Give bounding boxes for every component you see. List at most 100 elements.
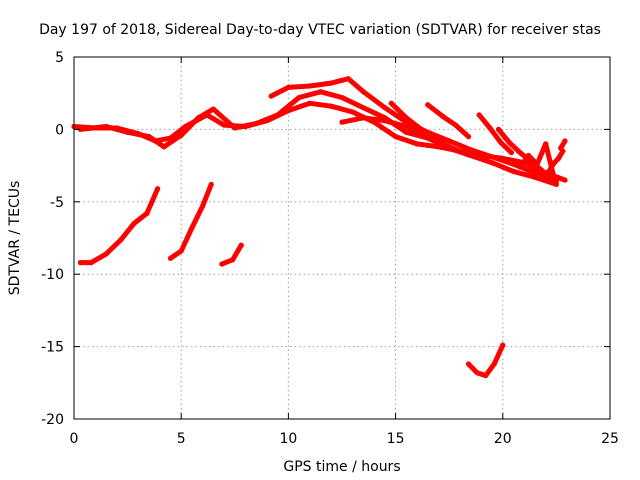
y-tick-label: 5 (55, 50, 64, 66)
data-point (382, 118, 388, 124)
data-point (534, 161, 540, 167)
data-point (388, 100, 394, 106)
data-point (339, 94, 345, 101)
data-point (285, 84, 291, 91)
data-point (498, 139, 504, 146)
data-point (219, 261, 225, 267)
data-point (545, 170, 551, 176)
data-point (506, 139, 512, 146)
data-point (195, 115, 201, 121)
data-point (491, 361, 497, 367)
plot-frame (73, 56, 611, 420)
data-point (103, 123, 109, 130)
data-point (446, 145, 452, 151)
x-tick-label: 15 (387, 431, 405, 447)
x-tick-label: 5 (177, 431, 186, 447)
data-point (230, 257, 236, 263)
data-point (553, 181, 560, 188)
data-point (167, 255, 174, 261)
plot-series (71, 76, 568, 379)
x-axis-label: GPS time / hours (283, 459, 400, 475)
data-point (360, 89, 367, 95)
data-point (238, 242, 244, 248)
data-point (465, 134, 472, 140)
data-point (532, 170, 538, 176)
data-point (208, 181, 214, 188)
series-line-9 (545, 148, 566, 176)
data-point (517, 149, 523, 156)
data-point (232, 125, 238, 131)
data-point (517, 164, 523, 170)
data-point (440, 113, 446, 119)
y-tick-label: -20 (41, 412, 64, 428)
series-line-12 (168, 181, 214, 261)
data-point (210, 106, 216, 112)
data-point (155, 186, 161, 192)
y-tick-label: 0 (55, 122, 64, 138)
data-point (178, 132, 184, 138)
data-point (253, 121, 259, 127)
data-point (525, 152, 532, 159)
data-point (446, 138, 452, 144)
data-point (551, 176, 557, 182)
data-point (495, 126, 502, 132)
data-point (418, 126, 424, 132)
data-point (425, 102, 431, 108)
data-point (510, 161, 517, 167)
y-tick-label: -10 (41, 267, 64, 283)
data-point (131, 220, 137, 227)
data-point (88, 260, 94, 266)
x-tick-label: 25 (601, 431, 619, 447)
x-tick-label: 0 (70, 431, 79, 447)
data-point (532, 174, 538, 180)
series-line-1 (77, 89, 474, 158)
data-point (296, 94, 302, 101)
data-point (393, 134, 399, 140)
x-tick-label: 10 (279, 431, 297, 447)
data-point (328, 80, 334, 86)
data-point (200, 203, 206, 209)
data-point (345, 76, 352, 82)
chart-title: Day 197 of 2018, Sidereal Day-to-day VTE… (39, 22, 601, 38)
y-axis-label: SDTVAR / TECUs (7, 181, 23, 296)
data-point (403, 123, 409, 130)
data-point (562, 177, 568, 183)
data-point (339, 119, 345, 125)
data-point (403, 115, 409, 121)
y-tick-label: -15 (41, 340, 64, 356)
data-point (125, 129, 131, 135)
data-point (328, 103, 334, 109)
data-point (307, 100, 313, 106)
grid (74, 57, 610, 419)
data-point (161, 144, 167, 150)
data-point (474, 370, 480, 376)
data-point (558, 145, 564, 151)
data-point (144, 210, 150, 216)
data-point (468, 152, 474, 159)
data-point (555, 155, 562, 161)
data-point (510, 168, 517, 174)
series-line-0 (71, 100, 568, 183)
data-point (414, 141, 420, 147)
data-point (350, 109, 356, 115)
data-point (146, 134, 152, 140)
data-point (487, 125, 493, 131)
x-tick-label: 20 (494, 431, 512, 447)
series-line-14 (466, 342, 506, 379)
series-line-5 (425, 102, 471, 140)
data-point (551, 160, 557, 166)
data-point (543, 141, 549, 147)
data-point (317, 89, 324, 95)
data-point (103, 251, 109, 257)
data-point (508, 149, 514, 156)
data-point (268, 93, 274, 99)
data-point (189, 225, 195, 231)
y-tick-label: -5 (50, 195, 64, 211)
series-line-11 (77, 186, 161, 266)
data-point (275, 112, 281, 118)
data-point (307, 83, 313, 89)
data-point (77, 260, 84, 266)
data-point (178, 248, 184, 254)
data-point (453, 122, 459, 128)
